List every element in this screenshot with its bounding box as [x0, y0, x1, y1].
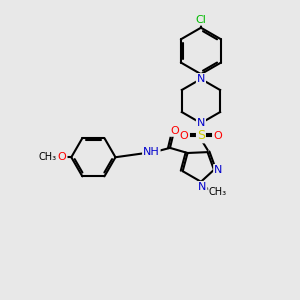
Text: O: O — [180, 131, 188, 141]
Text: N: N — [198, 182, 207, 192]
Text: O: O — [170, 126, 178, 136]
Text: O: O — [58, 152, 67, 162]
Text: CH₃: CH₃ — [209, 187, 227, 196]
Text: N: N — [214, 165, 222, 175]
Text: Cl: Cl — [196, 15, 206, 25]
Text: N: N — [197, 118, 205, 128]
Text: NH: NH — [143, 147, 160, 157]
Text: N: N — [197, 74, 205, 84]
Text: S: S — [197, 129, 205, 142]
Text: O: O — [214, 131, 222, 141]
Text: CH₃: CH₃ — [38, 152, 56, 162]
